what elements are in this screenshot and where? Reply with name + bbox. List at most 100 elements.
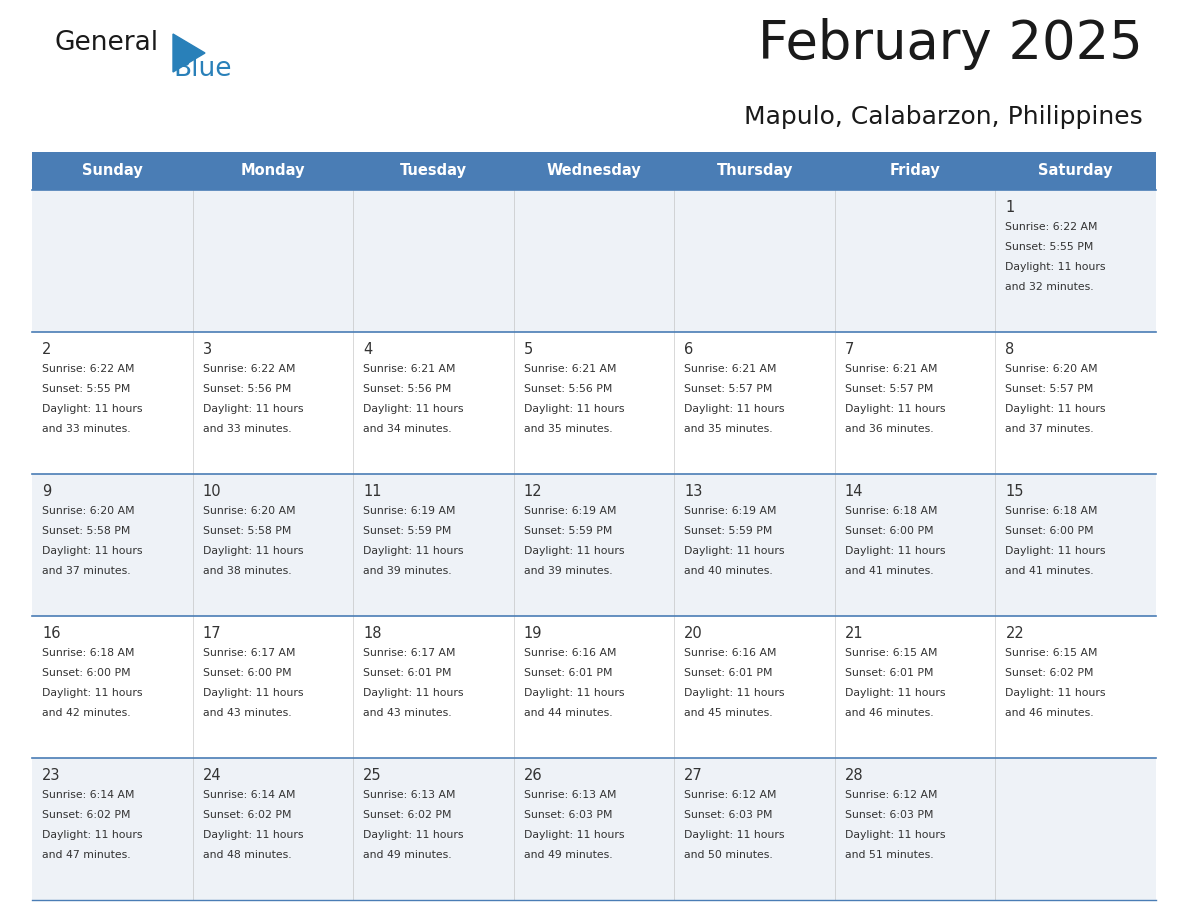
Text: Sunrise: 6:19 AM: Sunrise: 6:19 AM <box>524 506 617 516</box>
Text: 26: 26 <box>524 768 543 783</box>
Text: 9: 9 <box>42 484 51 499</box>
Text: Sunrise: 6:17 AM: Sunrise: 6:17 AM <box>364 648 456 658</box>
Text: and 51 minutes.: and 51 minutes. <box>845 850 934 860</box>
Text: Sunrise: 6:22 AM: Sunrise: 6:22 AM <box>42 364 134 374</box>
Text: Sunset: 6:00 PM: Sunset: 6:00 PM <box>203 668 291 678</box>
Text: 8: 8 <box>1005 342 1015 357</box>
Text: Daylight: 11 hours: Daylight: 11 hours <box>684 830 785 840</box>
Text: Daylight: 11 hours: Daylight: 11 hours <box>364 404 463 414</box>
Text: Sunrise: 6:20 AM: Sunrise: 6:20 AM <box>1005 364 1098 374</box>
Text: and 49 minutes.: and 49 minutes. <box>524 850 612 860</box>
Text: Daylight: 11 hours: Daylight: 11 hours <box>684 546 785 556</box>
Text: Sunset: 6:02 PM: Sunset: 6:02 PM <box>1005 668 1094 678</box>
Text: and 50 minutes.: and 50 minutes. <box>684 850 773 860</box>
Text: Sunday: Sunday <box>82 163 143 178</box>
Text: Monday: Monday <box>241 163 305 178</box>
Text: Sunrise: 6:12 AM: Sunrise: 6:12 AM <box>845 790 937 800</box>
Text: and 33 minutes.: and 33 minutes. <box>203 424 291 434</box>
Text: Sunrise: 6:14 AM: Sunrise: 6:14 AM <box>42 790 134 800</box>
Text: Sunset: 6:00 PM: Sunset: 6:00 PM <box>42 668 131 678</box>
Bar <box>513 152 675 190</box>
Text: Daylight: 11 hours: Daylight: 11 hours <box>1005 546 1106 556</box>
Text: Sunset: 5:57 PM: Sunset: 5:57 PM <box>684 384 772 394</box>
Text: 17: 17 <box>203 626 221 641</box>
Text: 12: 12 <box>524 484 543 499</box>
Text: Daylight: 11 hours: Daylight: 11 hours <box>1005 688 1106 698</box>
Text: Sunrise: 6:16 AM: Sunrise: 6:16 AM <box>684 648 777 658</box>
Text: 1: 1 <box>1005 200 1015 215</box>
Text: Daylight: 11 hours: Daylight: 11 hours <box>845 546 946 556</box>
Text: 28: 28 <box>845 768 864 783</box>
Text: and 35 minutes.: and 35 minutes. <box>684 424 773 434</box>
Text: and 43 minutes.: and 43 minutes. <box>364 708 451 718</box>
Bar <box>192 152 353 190</box>
Polygon shape <box>173 34 206 72</box>
Text: 27: 27 <box>684 768 703 783</box>
Text: Sunrise: 6:12 AM: Sunrise: 6:12 AM <box>684 790 777 800</box>
Text: Sunrise: 6:21 AM: Sunrise: 6:21 AM <box>845 364 937 374</box>
Text: and 36 minutes.: and 36 minutes. <box>845 424 934 434</box>
Text: and 32 minutes.: and 32 minutes. <box>1005 282 1094 292</box>
Text: 25: 25 <box>364 768 381 783</box>
Text: Daylight: 11 hours: Daylight: 11 hours <box>364 688 463 698</box>
Text: Sunrise: 6:22 AM: Sunrise: 6:22 AM <box>1005 222 1098 232</box>
Text: Sunset: 6:03 PM: Sunset: 6:03 PM <box>684 810 772 820</box>
Text: 16: 16 <box>42 626 61 641</box>
Text: Sunset: 6:02 PM: Sunset: 6:02 PM <box>203 810 291 820</box>
Text: 6: 6 <box>684 342 694 357</box>
Text: Daylight: 11 hours: Daylight: 11 hours <box>203 688 303 698</box>
Text: 2: 2 <box>42 342 51 357</box>
Bar <box>835 152 996 190</box>
Text: Sunrise: 6:18 AM: Sunrise: 6:18 AM <box>845 506 937 516</box>
Text: Sunset: 5:56 PM: Sunset: 5:56 PM <box>364 384 451 394</box>
Bar <box>996 152 1156 190</box>
Text: and 37 minutes.: and 37 minutes. <box>1005 424 1094 434</box>
Text: and 39 minutes.: and 39 minutes. <box>364 566 451 576</box>
Text: Sunrise: 6:20 AM: Sunrise: 6:20 AM <box>203 506 295 516</box>
Text: and 33 minutes.: and 33 minutes. <box>42 424 131 434</box>
Text: Sunrise: 6:21 AM: Sunrise: 6:21 AM <box>364 364 456 374</box>
Text: Sunset: 5:56 PM: Sunset: 5:56 PM <box>524 384 612 394</box>
Bar <box>675 152 835 190</box>
Text: Daylight: 11 hours: Daylight: 11 hours <box>524 546 624 556</box>
Text: Sunset: 6:03 PM: Sunset: 6:03 PM <box>524 810 612 820</box>
Text: Sunset: 5:55 PM: Sunset: 5:55 PM <box>42 384 131 394</box>
Text: Sunset: 5:56 PM: Sunset: 5:56 PM <box>203 384 291 394</box>
Text: Sunset: 5:57 PM: Sunset: 5:57 PM <box>1005 384 1094 394</box>
Bar <box>32 758 1156 900</box>
Bar <box>32 152 192 190</box>
Text: and 41 minutes.: and 41 minutes. <box>1005 566 1094 576</box>
Text: 18: 18 <box>364 626 381 641</box>
Text: Saturday: Saturday <box>1038 163 1113 178</box>
Text: Thursday: Thursday <box>716 163 792 178</box>
Bar <box>32 474 1156 616</box>
Text: Sunset: 6:01 PM: Sunset: 6:01 PM <box>364 668 451 678</box>
Text: Sunrise: 6:21 AM: Sunrise: 6:21 AM <box>524 364 617 374</box>
Text: Daylight: 11 hours: Daylight: 11 hours <box>42 688 143 698</box>
Text: 21: 21 <box>845 626 864 641</box>
Text: Sunrise: 6:13 AM: Sunrise: 6:13 AM <box>364 790 456 800</box>
Text: Sunset: 5:55 PM: Sunset: 5:55 PM <box>1005 242 1094 252</box>
Text: Daylight: 11 hours: Daylight: 11 hours <box>42 830 143 840</box>
Text: Sunrise: 6:18 AM: Sunrise: 6:18 AM <box>42 648 134 658</box>
Text: and 42 minutes.: and 42 minutes. <box>42 708 131 718</box>
Text: Sunset: 6:00 PM: Sunset: 6:00 PM <box>845 526 934 536</box>
Text: 19: 19 <box>524 626 542 641</box>
Text: 4: 4 <box>364 342 372 357</box>
Text: Daylight: 11 hours: Daylight: 11 hours <box>203 830 303 840</box>
Text: Sunrise: 6:22 AM: Sunrise: 6:22 AM <box>203 364 295 374</box>
Text: Friday: Friday <box>890 163 941 178</box>
Text: Sunset: 5:58 PM: Sunset: 5:58 PM <box>42 526 131 536</box>
Text: and 48 minutes.: and 48 minutes. <box>203 850 291 860</box>
Text: Tuesday: Tuesday <box>400 163 467 178</box>
Text: and 37 minutes.: and 37 minutes. <box>42 566 131 576</box>
Text: Sunset: 6:02 PM: Sunset: 6:02 PM <box>364 810 451 820</box>
Text: Daylight: 11 hours: Daylight: 11 hours <box>364 830 463 840</box>
Text: Sunrise: 6:13 AM: Sunrise: 6:13 AM <box>524 790 617 800</box>
Text: Sunrise: 6:14 AM: Sunrise: 6:14 AM <box>203 790 295 800</box>
Text: Daylight: 11 hours: Daylight: 11 hours <box>42 546 143 556</box>
Bar <box>32 332 1156 474</box>
Text: Daylight: 11 hours: Daylight: 11 hours <box>845 688 946 698</box>
Text: Sunrise: 6:21 AM: Sunrise: 6:21 AM <box>684 364 777 374</box>
Text: Sunset: 6:01 PM: Sunset: 6:01 PM <box>524 668 612 678</box>
